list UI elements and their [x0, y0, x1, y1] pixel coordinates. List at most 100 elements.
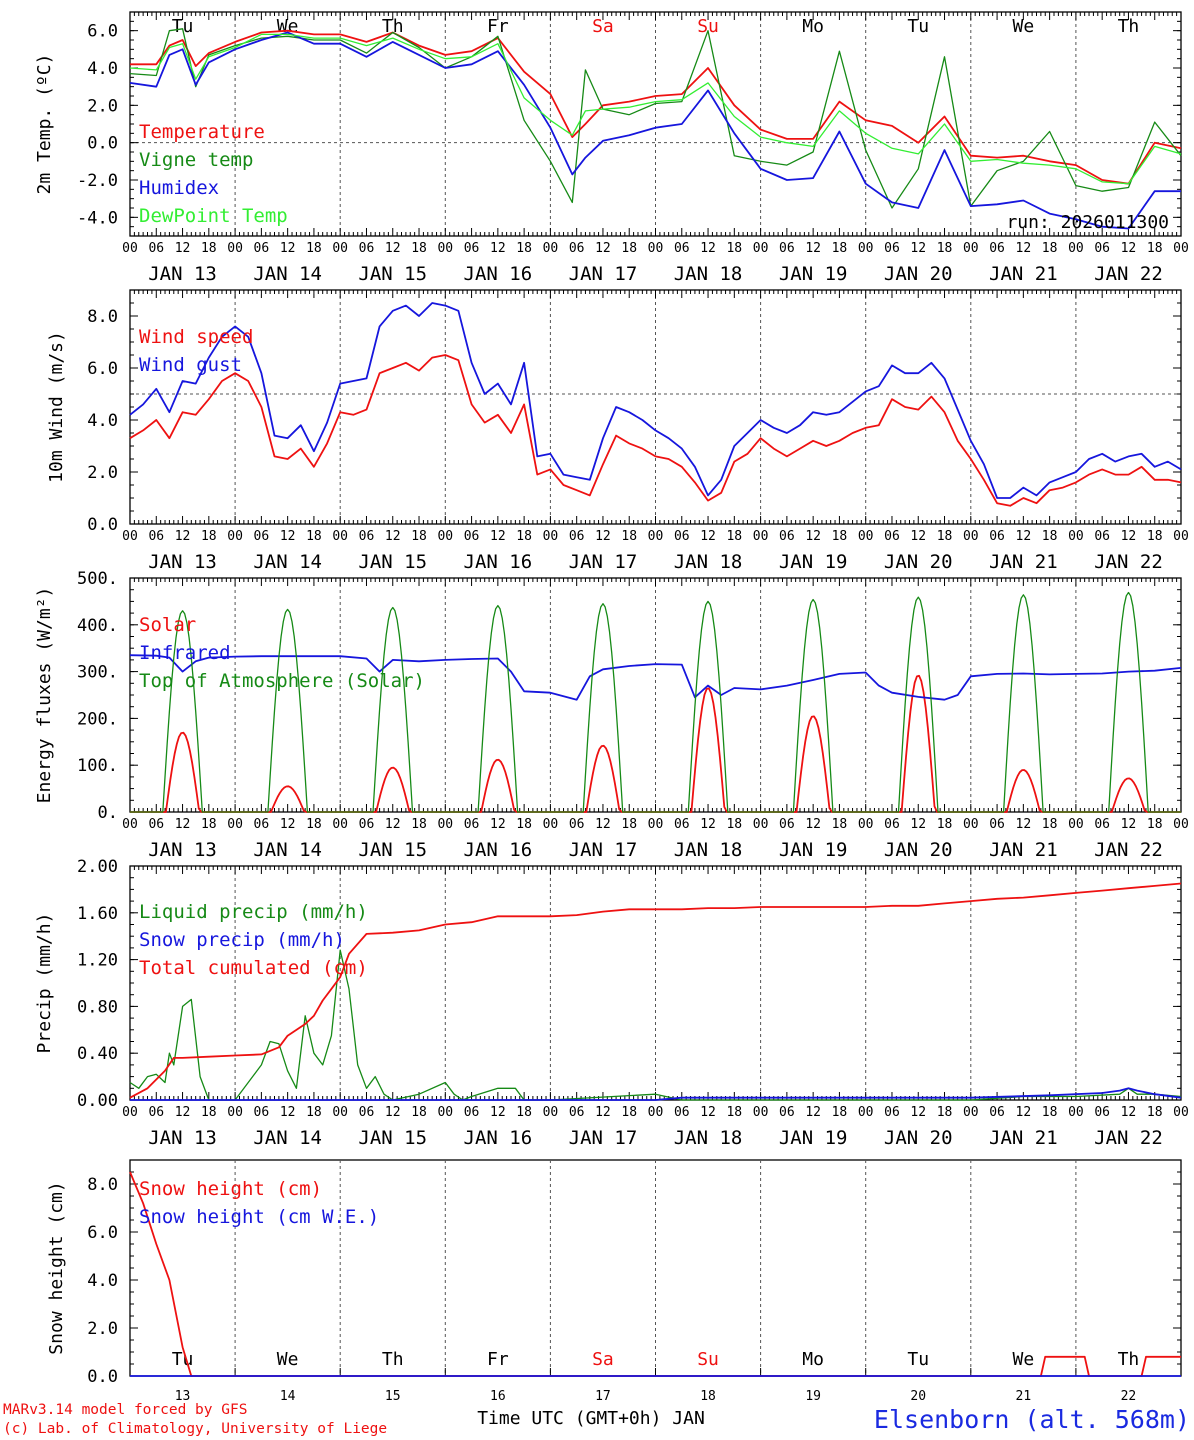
- hour-tick-label: 00: [753, 241, 769, 256]
- hour-tick-label: 18: [201, 241, 217, 256]
- y-axis-label: Snow height (cm): [46, 1181, 67, 1354]
- date-tick-label: JAN 14: [253, 263, 322, 285]
- weekday-label: Tu: [172, 1349, 194, 1370]
- hour-tick-label: 18: [832, 817, 848, 832]
- hour-tick-label: 18: [726, 817, 742, 832]
- hour-tick-label: 12: [805, 1105, 821, 1120]
- hour-tick-label: 12: [805, 241, 821, 256]
- hour-tick-label: 18: [621, 241, 637, 256]
- y-tick-label: 0.00: [77, 1091, 118, 1111]
- hour-tick-label: 12: [385, 241, 401, 256]
- hour-tick-label: 00: [963, 241, 979, 256]
- hour-tick-label: 06: [1094, 817, 1110, 832]
- hour-tick-label: 06: [779, 817, 795, 832]
- hour-tick-label: 00: [1068, 1105, 1084, 1120]
- hour-tick-label: 06: [464, 241, 480, 256]
- date-tick-label: JAN 20: [884, 551, 953, 573]
- hour-tick-label: 00: [332, 529, 348, 544]
- hour-tick-label: 18: [621, 817, 637, 832]
- date-tick-label: JAN 21: [989, 263, 1058, 285]
- date-tick-label: JAN 17: [569, 1127, 638, 1149]
- y-tick-label: 6.0: [87, 1223, 118, 1243]
- y-tick-label: 300.: [77, 663, 118, 683]
- hour-tick-label: 18: [1042, 817, 1058, 832]
- hour-tick-label: 06: [884, 241, 900, 256]
- weekday-label: Th: [1118, 1349, 1140, 1370]
- hour-tick-label: 12: [805, 529, 821, 544]
- weekday-label: Th: [1118, 16, 1140, 37]
- hour-tick-label: 00: [227, 241, 243, 256]
- hour-tick-label: 18: [516, 529, 532, 544]
- legend-entry: Solar: [139, 614, 196, 636]
- series-line-temperature: [130, 29, 1182, 185]
- hour-tick-label: 18: [621, 529, 637, 544]
- legend-entry: Liquid precip (mm/h): [139, 901, 368, 923]
- hour-tick-label: 00: [963, 1105, 979, 1120]
- hour-tick-label: 06: [148, 241, 164, 256]
- hour-tick-label: 06: [359, 529, 375, 544]
- day-number-label: 17: [595, 1389, 611, 1404]
- hour-tick-label: 18: [832, 529, 848, 544]
- hour-tick-label: 18: [937, 241, 953, 256]
- hour-tick-label: 00: [858, 529, 874, 544]
- legend-entry: Snow precip (mm/h): [139, 929, 345, 951]
- date-tick-label: JAN 15: [358, 263, 427, 285]
- date-tick-label: JAN 16: [464, 551, 533, 573]
- date-tick-label: JAN 21: [989, 839, 1058, 861]
- hour-tick-label: 06: [989, 241, 1005, 256]
- date-tick-label: JAN 14: [253, 839, 322, 861]
- weekday-label: Su: [697, 16, 719, 37]
- hour-tick-label: 00: [332, 1105, 348, 1120]
- legend-entry: Wind speed: [139, 326, 253, 348]
- hour-tick-label: 18: [1147, 817, 1163, 832]
- hour-tick-label: 06: [569, 529, 585, 544]
- series-line-infrared: [129, 654, 1182, 701]
- hour-tick-label: 06: [674, 241, 690, 256]
- y-tick-label: 0.40: [77, 1044, 118, 1064]
- hour-tick-label: 06: [148, 1105, 164, 1120]
- hour-tick-label: 18: [621, 1105, 637, 1120]
- date-tick-label: JAN 19: [779, 263, 848, 285]
- date-tick-label: JAN 15: [358, 551, 427, 573]
- hour-tick-label: 18: [1042, 529, 1058, 544]
- y-axis-label: 2m Temp. (ºC): [34, 54, 55, 195]
- hour-tick-label: 06: [254, 241, 270, 256]
- hour-tick-label: 00: [543, 529, 559, 544]
- weekday-label: Fr: [487, 16, 509, 37]
- date-tick-label: JAN 18: [674, 263, 743, 285]
- hour-tick-label: 18: [411, 529, 427, 544]
- hour-tick-label: 12: [595, 529, 611, 544]
- weekday-label: We: [1013, 1349, 1035, 1370]
- hour-tick-label: 12: [490, 817, 506, 832]
- hour-tick-label: 06: [674, 529, 690, 544]
- date-tick-label: JAN 19: [779, 839, 848, 861]
- hour-tick-label: 06: [1094, 529, 1110, 544]
- hour-tick-label: 06: [254, 817, 270, 832]
- series-line-top-of-atmosphere-solar: [130, 591, 1181, 813]
- hour-tick-label: 12: [595, 817, 611, 832]
- hour-tick-label: 00: [648, 529, 664, 544]
- panel-precip: 00 06 12 18 00 06 12 18 00 06 12 18 00 06 12 18 00 06 12 18…: [34, 857, 1189, 1149]
- y-tick-label: 0.: [98, 803, 118, 823]
- hour-tick-label: 00: [753, 1105, 769, 1120]
- date-tick-label: JAN 13: [148, 551, 217, 573]
- date-tick-label: JAN 22: [1094, 263, 1163, 285]
- hour-tick-label: 00: [963, 529, 979, 544]
- date-tick-label: JAN 14: [253, 551, 322, 573]
- hour-tick-label: 06: [884, 529, 900, 544]
- y-tick-label: 1.60: [77, 904, 118, 924]
- y-tick-label: 2.0: [87, 463, 118, 483]
- hour-tick-label: 12: [490, 529, 506, 544]
- date-tick-label: JAN 16: [464, 263, 533, 285]
- y-tick-label: 2.00: [77, 857, 118, 877]
- hour-tick-label: 12: [1121, 241, 1137, 256]
- hour-tick-label: 06: [569, 1105, 585, 1120]
- hour-tick-label: 00: [122, 817, 138, 832]
- hour-tick-label: 18: [411, 1105, 427, 1120]
- hour-tick-label: 12: [280, 1105, 296, 1120]
- hour-tick-label: 06: [884, 817, 900, 832]
- hour-tick-label: 12: [280, 817, 296, 832]
- hour-tick-label: 00: [227, 817, 243, 832]
- hour-tick-label: 00: [1068, 817, 1084, 832]
- hour-tick-label: 18: [306, 241, 322, 256]
